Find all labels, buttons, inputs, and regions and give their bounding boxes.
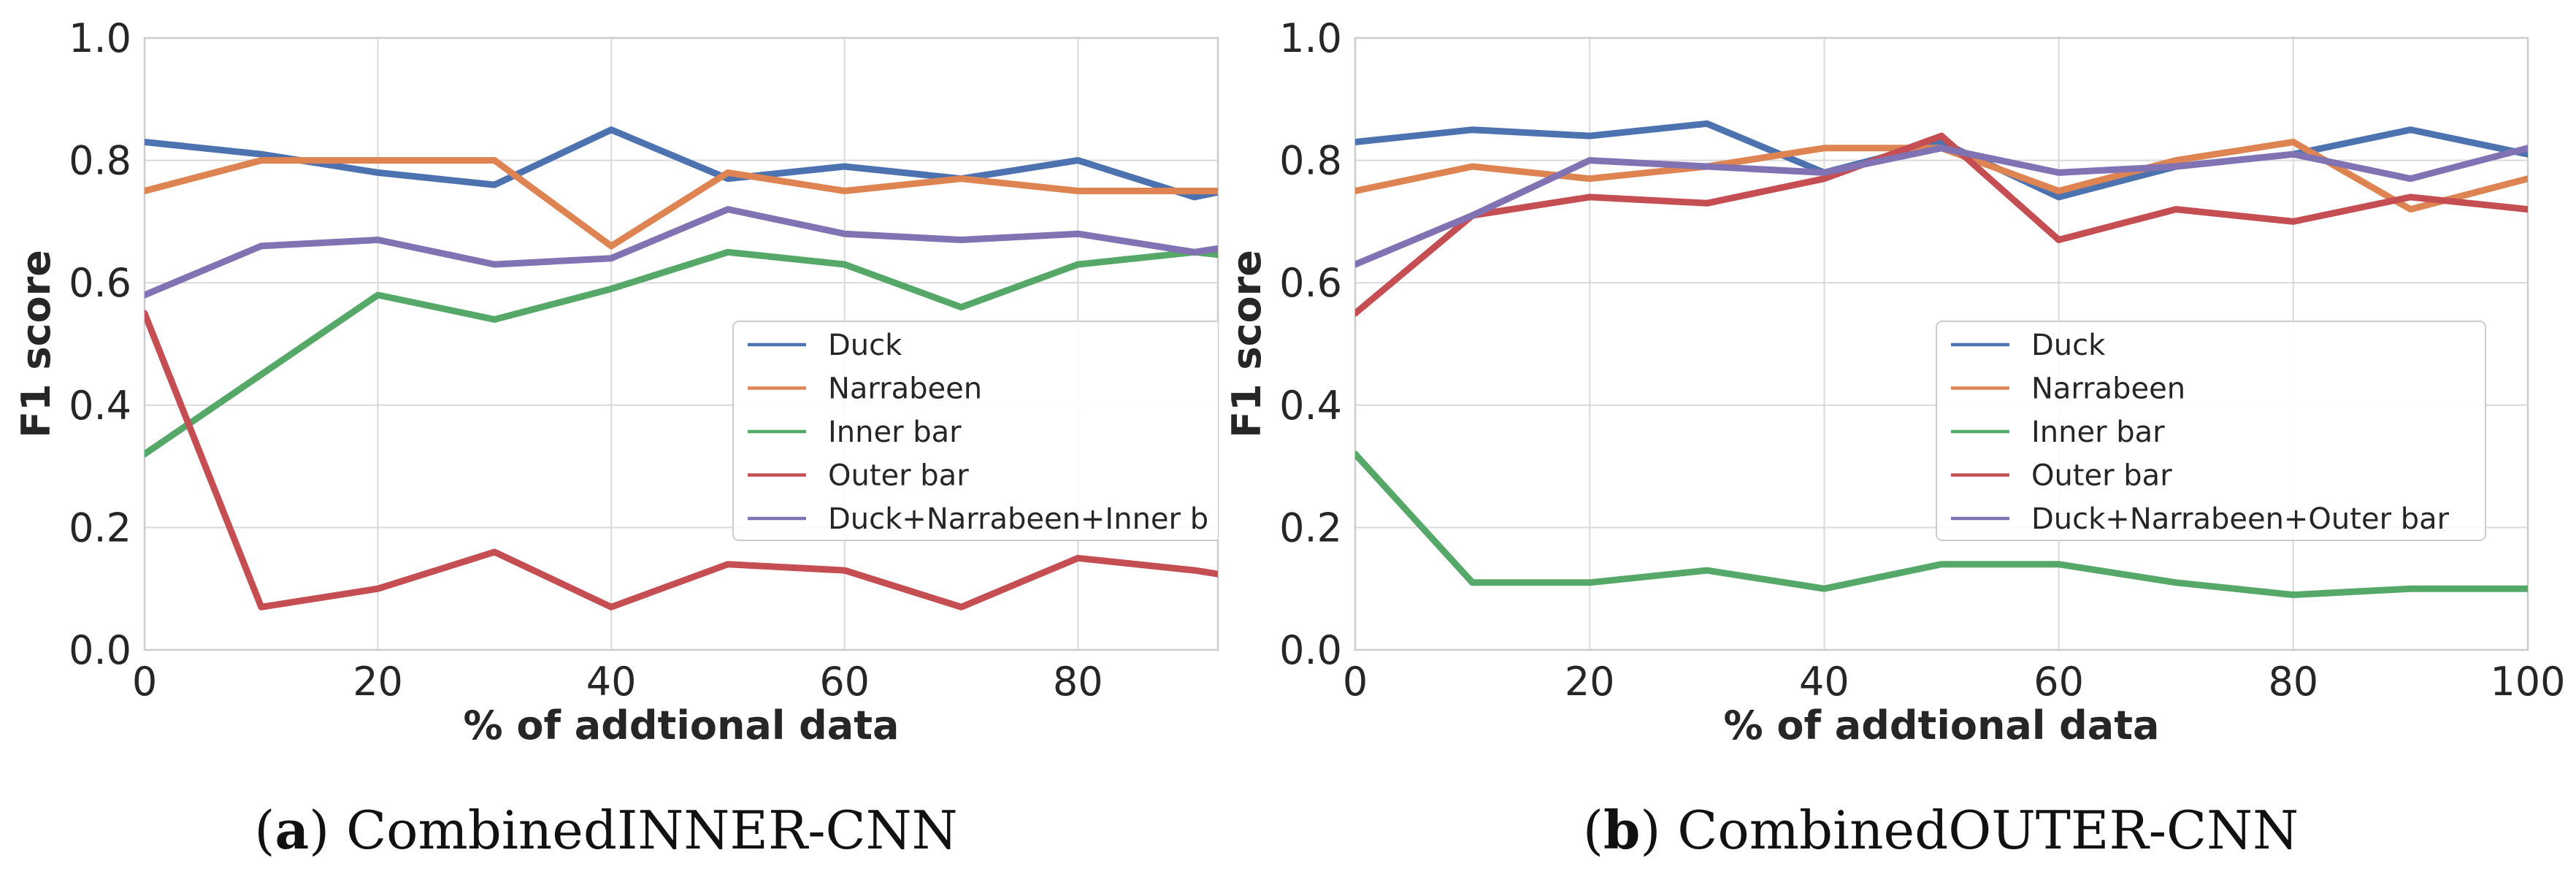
x-tick-label: 0 [132, 659, 157, 705]
legend-label: Narrabeen [2031, 372, 2185, 406]
legend-label: Duck+Narrabeen+Inner b [828, 502, 1208, 536]
caption-close-paren: ) [309, 800, 346, 861]
legend-label: Outer bar [2031, 459, 2172, 493]
x-tick-label: 40 [1799, 659, 1849, 705]
chart-b: 0.0 0.2 0.4 0.6 0.8 1.0 0 20 40 60 80 100 % of addti… [1224, 15, 2566, 861]
y-axis-label: F1 score [13, 250, 59, 438]
y-tick-label: 0.0 [1279, 627, 1342, 673]
x-tick-label: 40 [586, 659, 637, 705]
legend: Duck Narrabeen Inner bar Outer bar Duck+Narr… [1936, 321, 2486, 541]
x-tick-label: 0 [1343, 659, 1368, 705]
y-tick-label: 1.0 [69, 15, 131, 61]
y-tick-label: 0.6 [1279, 260, 1342, 306]
x-tick-label: 60 [2033, 659, 2084, 705]
caption-text: CombinedOUTER-CNN [1677, 800, 2299, 861]
series-line [145, 206, 1218, 299]
caption-open-paren: ( [254, 800, 275, 861]
caption-open-paren: ( [1583, 800, 1603, 861]
y-tick-label: 0.0 [69, 627, 131, 673]
caption-letter: b [1603, 799, 1640, 861]
legend-box [1936, 321, 2486, 541]
caption-text: CombinedINNER-CNN [346, 800, 958, 861]
legend-label: Narrabeen [828, 372, 982, 406]
subfigure-caption: (a) CombinedINNER-CNN [254, 799, 957, 861]
series-line [145, 310, 1218, 610]
y-tick-label: 0.8 [69, 138, 131, 184]
series-line [145, 157, 1218, 250]
subfigure-caption: (b) CombinedOUTER-CNN [1583, 799, 2299, 861]
caption-close-paren: ) [1640, 800, 1677, 861]
series-lines [1355, 120, 2528, 599]
x-tick-label: 80 [1053, 659, 1103, 705]
series-line [1355, 451, 2528, 599]
y-tick-label: 0.4 [69, 383, 131, 429]
series-line [1355, 139, 2528, 213]
chart-a: 0.0 0.2 0.4 0.6 0.8 1.0 0 20 40 60 80 % of addtiona… [13, 15, 1219, 861]
legend-label: Inner bar [2031, 415, 2165, 449]
y-tick-label: 0.4 [1279, 383, 1342, 429]
y-tick-label: 0.2 [69, 505, 131, 551]
legend-box [732, 321, 1218, 541]
x-axis-label: % of addtional data [1723, 702, 2159, 748]
legend-label: Duck [828, 329, 902, 362]
legend-label: Outer bar [828, 459, 969, 493]
x-tick-label: 60 [819, 659, 870, 705]
y-tick-label: 0.8 [1279, 138, 1342, 184]
y-tick-label: 0.6 [69, 260, 131, 306]
legend-label: Inner bar [828, 415, 962, 449]
caption-letter: a [275, 799, 309, 861]
x-tick-label: 20 [1565, 659, 1615, 705]
plot-frame [1354, 37, 2529, 651]
x-tick-label: 100 [2490, 659, 2565, 705]
legend: Duck Narrabeen Inner bar Outer bar Duck+Narr… [732, 321, 1218, 541]
x-tick-label: 20 [353, 659, 403, 705]
x-tick-label: 80 [2268, 659, 2318, 705]
legend-label: Duck [2031, 329, 2106, 362]
series-line [1355, 132, 2528, 317]
series-line [145, 248, 1218, 458]
y-tick-label: 0.2 [1279, 505, 1342, 551]
y-axis-label: F1 score [1224, 250, 1270, 438]
series-line [145, 126, 1218, 201]
series-line [1355, 120, 2528, 201]
legend-label: Duck+Narrabeen+Outer bar [2031, 502, 2450, 536]
series-line [1355, 145, 2528, 268]
y-tick-label: 1.0 [1279, 15, 1342, 61]
series-lines [145, 126, 1218, 610]
x-axis-label: % of addtional data [463, 702, 899, 748]
